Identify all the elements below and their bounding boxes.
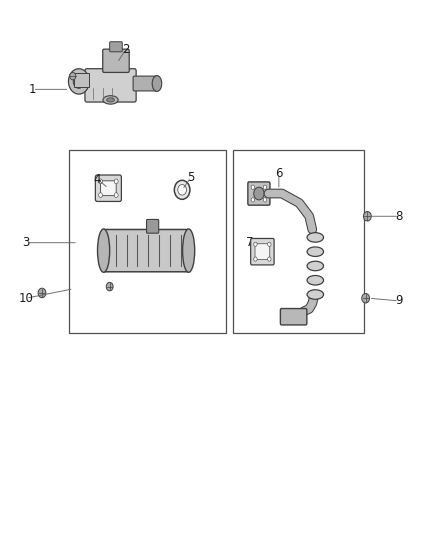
Circle shape [263,185,267,189]
Circle shape [254,242,257,246]
Circle shape [254,187,264,200]
FancyBboxPatch shape [248,182,270,205]
Circle shape [174,180,190,199]
Circle shape [73,75,85,88]
Text: 10: 10 [18,292,33,305]
Text: 1: 1 [29,83,36,96]
Ellipse shape [103,96,118,104]
Ellipse shape [98,229,110,272]
Text: 6: 6 [275,167,283,181]
FancyBboxPatch shape [103,49,129,72]
FancyBboxPatch shape [85,69,136,102]
Ellipse shape [307,261,324,271]
Bar [69,150,226,333]
Circle shape [187,261,191,266]
Text: 4: 4 [94,173,101,185]
Circle shape [263,198,267,202]
FancyBboxPatch shape [110,42,122,52]
Text: 9: 9 [395,294,403,308]
Circle shape [99,179,102,184]
Circle shape [68,69,89,94]
Circle shape [102,235,106,240]
Ellipse shape [307,247,324,256]
Circle shape [70,72,76,80]
FancyBboxPatch shape [103,230,190,272]
Text: 2: 2 [122,43,130,56]
Circle shape [251,198,254,202]
Circle shape [364,212,371,221]
Circle shape [99,193,102,198]
FancyBboxPatch shape [251,238,274,265]
FancyBboxPatch shape [74,74,89,87]
Text: 3: 3 [22,236,30,249]
FancyBboxPatch shape [101,181,116,196]
Ellipse shape [152,76,162,92]
Circle shape [268,257,271,261]
Circle shape [178,184,187,195]
FancyBboxPatch shape [95,175,121,201]
Text: 7: 7 [247,236,254,249]
FancyBboxPatch shape [133,76,156,91]
Circle shape [254,257,257,261]
Ellipse shape [307,233,324,242]
Circle shape [114,193,118,198]
Ellipse shape [183,229,195,272]
Circle shape [268,242,271,246]
Circle shape [362,294,370,303]
Circle shape [114,179,118,184]
Ellipse shape [106,98,114,102]
Bar [233,150,364,333]
FancyBboxPatch shape [280,309,307,325]
Text: 5: 5 [187,171,194,184]
Ellipse shape [307,276,324,285]
Circle shape [102,261,106,266]
Circle shape [251,185,254,189]
Circle shape [106,282,113,291]
Circle shape [187,235,191,240]
Text: 8: 8 [396,210,403,223]
FancyBboxPatch shape [147,220,159,233]
FancyBboxPatch shape [255,244,270,260]
Circle shape [38,288,46,298]
Ellipse shape [307,290,324,300]
